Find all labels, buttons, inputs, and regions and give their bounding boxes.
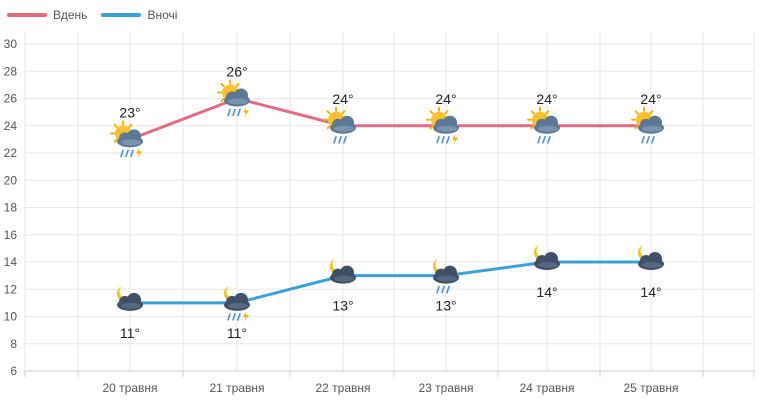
data-label: 14°: [536, 284, 557, 300]
series-line-night: [130, 260, 651, 305]
legend-swatch-day: [7, 13, 47, 17]
y-tick-label: 12: [4, 282, 18, 296]
sun-cloud-rain-lightning-icon: [217, 79, 250, 118]
legend-item-night[interactable]: Вночі: [101, 8, 177, 22]
y-tick-label: 10: [4, 310, 18, 324]
moon-cloud-icon: [533, 245, 560, 270]
moon-cloud-icon: [116, 285, 143, 311]
x-tick-label: 25 травня: [623, 381, 678, 395]
y-tick-label: 20: [4, 173, 18, 187]
sun-cloud-rain-lightning-icon: [426, 106, 459, 145]
data-label: 24°: [640, 91, 661, 107]
data-label: 14°: [640, 284, 661, 300]
data-label: 26°: [226, 64, 247, 80]
legend-label-day: Вдень: [53, 8, 88, 22]
moon-cloud-rain-icon: [432, 258, 459, 294]
legend-item-day[interactable]: Вдень: [7, 8, 87, 22]
chart-legend: Вдень Вночі: [7, 5, 177, 25]
x-tick-label: 23 травня: [418, 381, 473, 395]
sun-cloud-rain-icon: [527, 106, 560, 144]
data-label: 11°: [227, 325, 247, 341]
data-label: 11°: [120, 325, 140, 341]
moon-cloud-icon: [637, 245, 664, 270]
moon-cloud-icon: [329, 258, 356, 284]
x-tick-label: 21 травня: [209, 381, 264, 395]
y-tick-label: 30: [4, 37, 18, 51]
x-tick-label: 20 травня: [102, 381, 157, 395]
data-label: 24°: [536, 91, 557, 107]
legend-label-night: Вночі: [147, 8, 178, 22]
x-tick-label: 24 травня: [519, 381, 574, 395]
y-tick-label: 26: [4, 92, 18, 106]
y-tick-label: 6: [10, 364, 17, 378]
sun-cloud-rain-icon: [631, 106, 664, 144]
sun-cloud-rain-icon: [323, 106, 356, 144]
y-tick-label: 22: [4, 146, 18, 160]
y-tick-label: 18: [4, 201, 18, 215]
series-line-day: [129, 97, 651, 141]
data-label: 13°: [435, 298, 456, 314]
data-label: 23°: [119, 104, 140, 120]
data-label: 24°: [332, 91, 353, 107]
y-tick-label: 16: [4, 228, 18, 242]
x-tick-label: 22 травня: [315, 381, 370, 395]
y-tick-label: 14: [4, 255, 18, 269]
y-tick-label: 8: [10, 337, 17, 351]
y-tick-label: 28: [4, 64, 18, 78]
data-label: 13°: [332, 298, 353, 314]
legend-swatch-night: [101, 13, 142, 17]
y-tick-label: 24: [4, 119, 18, 133]
sun-cloud-rain-lightning-icon: [110, 120, 143, 159]
data-label: 24°: [435, 91, 456, 107]
moon-cloud-rain-lightning-icon: [223, 285, 250, 322]
